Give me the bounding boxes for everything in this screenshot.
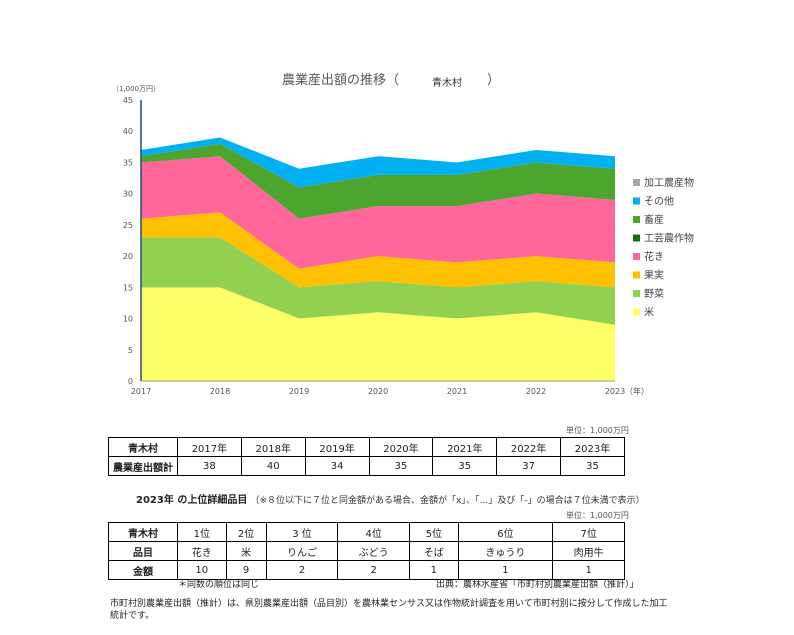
- table2-item: 米: [225, 541, 267, 561]
- y-tick-label: 15: [123, 283, 133, 292]
- table2-header-rank: 7位: [552, 522, 625, 542]
- y-tick-labels: 0 5 10 15 20 25 30 35 40 45: [123, 96, 133, 386]
- x-tick-label: 2021: [447, 387, 467, 396]
- area-series-5: [141, 143, 615, 219]
- legend-label: その他: [644, 195, 674, 208]
- table2-amounts-label: 金額: [108, 560, 178, 580]
- legend-swatch: [633, 271, 640, 279]
- table1-cell: 35: [560, 456, 625, 476]
- x-tick-label: 2023: [605, 387, 625, 396]
- table2-amount: 2: [337, 560, 410, 580]
- table2-item: そば: [409, 541, 459, 561]
- legend-swatch: [633, 234, 640, 242]
- x-tick-label: 2017: [131, 387, 151, 396]
- y-tick-label: 35: [123, 158, 133, 167]
- area-series-0: [141, 287, 615, 381]
- table2-item: 花き: [177, 541, 227, 561]
- y-tick-label: 5: [128, 346, 133, 355]
- y-axis-unit: （1,000万円）: [112, 85, 160, 93]
- top-items-title: 2023年 の上位詳細品目: [136, 495, 248, 506]
- legend-label: 畜産: [644, 213, 664, 226]
- table1-header-6: 2022年: [496, 437, 562, 457]
- table2-item: きゅうり: [457, 541, 554, 561]
- x-axis-unit: （年）: [625, 386, 649, 396]
- table2-header-rank: 1位: [177, 522, 227, 542]
- rank-footnote: ＊同数の順位は同じ: [178, 580, 260, 590]
- table2-amount: 1: [552, 560, 625, 580]
- top-items-table: 青木村 1位 2位 3 位 4位 5位 6位 7位 品目 花き 米 りんご ぶど…: [108, 522, 625, 580]
- table2-items-label: 品目: [108, 541, 178, 561]
- y-tick-label: 0: [128, 377, 133, 386]
- legend-swatch: [633, 308, 640, 316]
- area-series-group: [141, 137, 615, 381]
- legend-swatch: [633, 253, 640, 260]
- x-tick-label: 2020: [368, 387, 388, 396]
- top-items-note: （※８位以下に７位と同金額がある場合、金額が「x」、「…」及び「-」の場合は７位…: [250, 496, 645, 506]
- table1-cell: 35: [368, 456, 434, 476]
- table1-header-0: 青木村: [108, 437, 178, 457]
- table2-header-rank: 6位: [457, 522, 554, 542]
- legend-label: 果実: [644, 269, 664, 282]
- table2-header-rank: 3 位: [265, 522, 339, 542]
- table2-header-0: 青木村: [108, 522, 178, 542]
- x-tick-label: 2022: [526, 387, 546, 396]
- legend-swatch: [633, 290, 640, 297]
- table1-header-2: 2018年: [240, 437, 306, 457]
- y-tick-label: 40: [123, 127, 133, 136]
- y-tick-label: 20: [123, 252, 133, 261]
- table1-cell: 37: [496, 456, 562, 476]
- table2-amount: 9: [225, 560, 267, 580]
- legend-label: 花き: [644, 250, 664, 263]
- y-tick-label: 30: [123, 190, 133, 199]
- table2-item: 肉用牛: [552, 541, 625, 561]
- table1-unit: 単位：1,000万円: [566, 426, 629, 435]
- legend-swatch: [633, 197, 640, 205]
- table2-item: ぶどう: [337, 541, 410, 561]
- chart-title: 農業産出額の推移（: [282, 72, 399, 88]
- legend-swatch: [633, 216, 640, 223]
- table2-amount: 2: [265, 560, 339, 580]
- table1-cell: 34: [304, 456, 370, 476]
- table1-header-1: 2017年: [177, 437, 242, 457]
- output-total-table: 青木村 2017年 2018年 2019年 2020年 2021年 2022年 …: [108, 437, 625, 476]
- area-series-3: [141, 156, 615, 269]
- area-series-2: [141, 212, 615, 288]
- table1-header-3: 2019年: [304, 437, 370, 457]
- table2-header-rank: 4位: [337, 522, 410, 542]
- table1-cell: 38: [177, 456, 242, 476]
- x-tick-labels: 2017 2018 2019 2020 2021 2022 2023: [131, 387, 625, 396]
- table2-header-rank: 5位: [409, 522, 459, 542]
- legend-label: 加工農産物: [644, 176, 694, 189]
- x-tick-label: 2018: [210, 387, 230, 396]
- legend-swatch: [633, 179, 640, 186]
- table1-header-7: 2023年: [560, 437, 625, 457]
- area-series-1: [141, 237, 615, 325]
- y-tick-label: 45: [123, 96, 133, 105]
- top-items-heading: 2023年 の上位詳細品目 （※８位以下に７位と同金額がある場合、金額が「x」、…: [136, 491, 645, 506]
- table2-amount: 1: [457, 560, 554, 580]
- table2-unit: 単位：1,000万円: [566, 511, 629, 520]
- chart-title-close: ）: [487, 73, 500, 88]
- area-chart: 農業産出額の推移（ 青木村 ） （1,000万円） 0 5 10 15 20 25 30 35…: [112, 72, 694, 396]
- y-tick-label: 25: [123, 221, 133, 230]
- table1-header-4: 2020年: [368, 437, 434, 457]
- table1-cell: 35: [432, 456, 498, 476]
- x-tick-label: 2019: [289, 387, 309, 396]
- source-note: 出典：農林水産省「市町村別農業産出額（推計）」: [436, 580, 639, 590]
- table1-header-5: 2021年: [432, 437, 498, 457]
- table2-header-rank: 2位: [225, 522, 267, 542]
- legend-label: 米: [644, 306, 654, 319]
- legend-label: 野菜: [644, 288, 664, 300]
- table1-row-label: 農業産出額計: [108, 456, 178, 476]
- table1-cell: 40: [240, 456, 306, 476]
- area-series-6: [141, 137, 615, 188]
- description-text: 市町村別農業産出額（推計）は、県別農業産出額（品目別）を農林業センサス又は作物統…: [110, 599, 668, 621]
- legend-label: 工芸農作物: [644, 232, 694, 245]
- table2-item: りんご: [265, 541, 339, 561]
- y-tick-label: 10: [123, 315, 133, 324]
- chart-title-place: 青木村: [432, 76, 462, 89]
